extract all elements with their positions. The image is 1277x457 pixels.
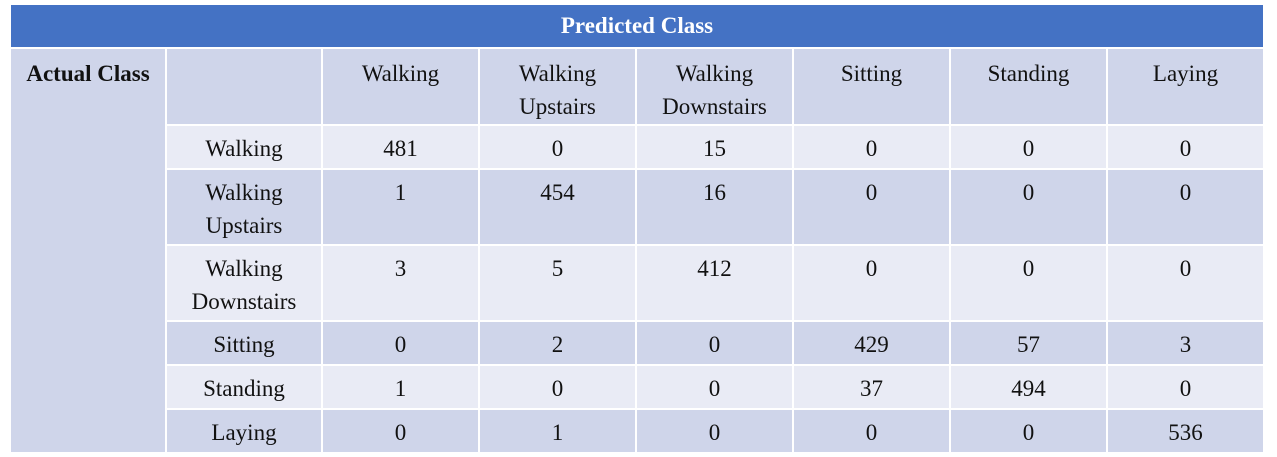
row-label-0: Walking bbox=[165, 124, 323, 170]
cell-1-2: 16 bbox=[635, 168, 794, 246]
row-label-3: Sitting bbox=[165, 320, 323, 366]
cell-5-4: 0 bbox=[949, 408, 1108, 454]
column-header-2: Walking Downstairs bbox=[635, 47, 794, 126]
cell-4-3: 37 bbox=[792, 364, 951, 410]
cell-2-5: 0 bbox=[1106, 244, 1265, 322]
column-header-4: Standing bbox=[949, 47, 1108, 126]
cell-1-4: 0 bbox=[949, 168, 1108, 246]
column-header-1: Walking Upstairs bbox=[478, 47, 637, 126]
cell-4-2: 0 bbox=[635, 364, 794, 410]
column-header-0: Walking bbox=[321, 47, 480, 126]
cell-4-5: 0 bbox=[1106, 364, 1265, 410]
cell-2-4: 0 bbox=[949, 244, 1108, 322]
cell-0-0: 481 bbox=[321, 124, 480, 170]
row-label-4: Standing bbox=[165, 364, 323, 410]
cell-1-0: 1 bbox=[321, 168, 480, 246]
cell-1-1: 454 bbox=[478, 168, 637, 246]
table-row: Walking Downstairs 3 5 412 0 0 0 bbox=[10, 244, 1265, 322]
cell-5-3: 0 bbox=[792, 408, 951, 454]
cell-5-1: 1 bbox=[478, 408, 637, 454]
cell-2-3: 0 bbox=[792, 244, 951, 322]
cell-5-2: 0 bbox=[635, 408, 794, 454]
cell-4-0: 1 bbox=[321, 364, 480, 410]
cell-3-3: 429 bbox=[792, 320, 951, 366]
corner-cell bbox=[165, 47, 323, 126]
cell-3-1: 2 bbox=[478, 320, 637, 366]
cell-0-5: 0 bbox=[1106, 124, 1265, 170]
cell-0-4: 0 bbox=[949, 124, 1108, 170]
table-row: Laying 0 1 0 0 0 536 bbox=[10, 408, 1265, 454]
cell-3-4: 57 bbox=[949, 320, 1108, 366]
table-row: Sitting 0 2 0 429 57 3 bbox=[10, 320, 1265, 366]
cell-3-2: 0 bbox=[635, 320, 794, 366]
cell-0-1: 0 bbox=[478, 124, 637, 170]
cell-0-2: 15 bbox=[635, 124, 794, 170]
table-row: Standing 1 0 0 37 494 0 bbox=[10, 364, 1265, 410]
confusion-matrix-table: Predicted Class Actual Class Walking Walk… bbox=[9, 3, 1265, 454]
actual-class-label: Actual Class bbox=[9, 47, 167, 454]
cell-1-5: 0 bbox=[1106, 168, 1265, 246]
row-label-5: Laying bbox=[165, 408, 323, 454]
cell-2-0: 3 bbox=[321, 244, 480, 322]
cell-3-0: 0 bbox=[321, 320, 480, 366]
predicted-class-header: Predicted Class bbox=[9, 3, 1265, 49]
cell-3-5: 3 bbox=[1106, 320, 1265, 366]
row-label-1: Walking Upstairs bbox=[165, 168, 323, 246]
cell-4-1: 0 bbox=[478, 364, 637, 410]
column-header-3: Sitting bbox=[792, 47, 951, 126]
table-row: Walking Upstairs 1 454 16 0 0 0 bbox=[10, 168, 1265, 246]
cell-5-0: 0 bbox=[321, 408, 480, 454]
row-label-2: Walking Downstairs bbox=[165, 244, 323, 322]
cell-2-2: 412 bbox=[635, 244, 794, 322]
table-row: Walking 481 0 15 0 0 0 bbox=[10, 124, 1265, 170]
cell-5-5: 536 bbox=[1106, 408, 1265, 454]
cell-4-4: 494 bbox=[949, 364, 1108, 410]
cell-0-3: 0 bbox=[792, 124, 951, 170]
cell-1-3: 0 bbox=[792, 168, 951, 246]
column-header-5: Laying bbox=[1106, 47, 1265, 126]
cell-2-1: 5 bbox=[478, 244, 637, 322]
